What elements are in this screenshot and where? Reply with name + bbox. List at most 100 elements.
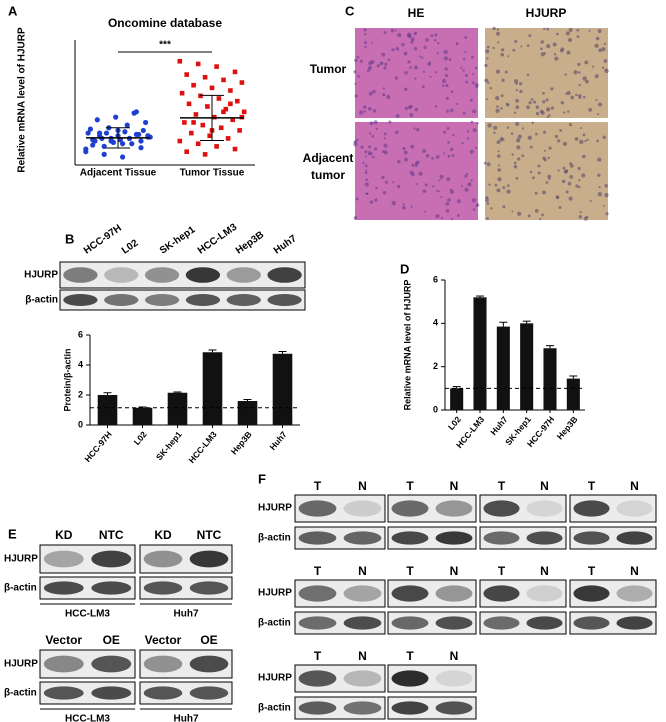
data-point <box>214 144 219 149</box>
nucleus <box>583 216 588 221</box>
nucleus <box>543 27 546 31</box>
nucleus <box>369 200 374 204</box>
nucleus <box>578 185 581 189</box>
nucleus <box>495 69 500 74</box>
nucleus <box>381 175 385 180</box>
nucleus <box>471 81 475 85</box>
blot-lane-label: T <box>406 649 414 663</box>
x-tick-label: L02 <box>446 414 463 432</box>
nucleus <box>470 179 473 182</box>
blot-band <box>343 531 382 545</box>
blot-band <box>143 655 183 673</box>
nucleus <box>383 132 387 136</box>
nucleus <box>413 32 417 36</box>
nucleus <box>543 130 547 134</box>
nucleus <box>464 35 468 39</box>
nucleus <box>557 139 561 143</box>
data-point <box>138 138 144 144</box>
nucleus <box>467 137 470 140</box>
nucleus <box>444 73 449 78</box>
blot-lane-label: N <box>630 479 639 493</box>
nucleus <box>471 73 475 76</box>
nucleus <box>545 98 549 102</box>
bar <box>167 392 188 425</box>
data-point <box>87 126 93 132</box>
nucleus <box>383 66 387 70</box>
nucleus <box>515 121 520 126</box>
nucleus <box>418 55 421 58</box>
nucleus <box>365 192 369 196</box>
x-tick-label: Hep3B <box>229 429 254 456</box>
nucleus <box>543 158 547 162</box>
nucleus <box>474 83 479 88</box>
nucleus <box>604 193 609 198</box>
nucleus <box>598 186 601 189</box>
nucleus <box>436 52 439 55</box>
nucleus <box>364 45 367 49</box>
nucleus <box>404 70 408 75</box>
nucleus <box>542 100 546 104</box>
nucleus <box>472 208 476 211</box>
blot-lane-label: Vector <box>45 633 82 647</box>
nucleus <box>506 103 510 107</box>
nucleus <box>545 181 549 184</box>
nucleus <box>381 52 386 57</box>
nucleus <box>353 216 358 220</box>
nucleus <box>566 90 571 96</box>
nucleus <box>392 181 395 184</box>
blot-lane-label: NTC <box>99 528 124 542</box>
data-point <box>177 138 183 144</box>
nucleus <box>415 182 418 186</box>
nucleus <box>460 66 463 69</box>
nucleus <box>539 109 544 114</box>
nucleus <box>424 210 427 213</box>
data-point <box>228 101 233 107</box>
nucleus <box>443 130 447 134</box>
nucleus <box>368 150 372 154</box>
nucleus <box>603 59 608 63</box>
nucleus <box>397 32 402 38</box>
y-tick-label: 4 <box>433 318 438 328</box>
nucleus <box>394 76 398 80</box>
nucleus <box>413 46 418 51</box>
nucleus <box>384 62 388 66</box>
nucleus <box>563 111 566 114</box>
data-point <box>232 146 238 152</box>
blot-band <box>189 655 229 673</box>
nucleus <box>484 63 488 68</box>
nucleus <box>582 95 586 99</box>
nucleus <box>363 32 367 36</box>
nucleus <box>487 81 490 84</box>
nucleus <box>500 94 504 98</box>
nucleus <box>471 198 476 203</box>
nucleus <box>578 71 581 74</box>
nucleus <box>513 164 518 169</box>
nucleus <box>510 132 514 135</box>
data-point <box>103 130 110 136</box>
nucleus <box>506 126 510 129</box>
data-point <box>239 80 245 85</box>
nucleus <box>464 187 469 192</box>
nucleus <box>432 184 435 188</box>
blot-band <box>144 294 180 306</box>
nucleus <box>410 40 414 44</box>
nucleus <box>584 60 589 65</box>
data-point <box>179 90 185 96</box>
nucleus <box>579 139 584 145</box>
y-tick-label: 0 <box>433 404 438 414</box>
nucleus <box>434 38 437 42</box>
nucleus <box>493 125 498 130</box>
nucleus <box>507 55 510 58</box>
nucleus <box>597 29 602 34</box>
nucleus <box>369 121 374 126</box>
nucleus <box>440 216 443 219</box>
data-point <box>97 130 103 136</box>
nucleus <box>472 128 477 133</box>
blot-band <box>483 531 520 545</box>
nucleus <box>372 109 377 113</box>
histology-image <box>485 28 608 118</box>
data-point <box>83 149 89 155</box>
nucleus <box>465 80 469 84</box>
blot-band <box>343 500 382 517</box>
nucleus <box>383 143 388 148</box>
